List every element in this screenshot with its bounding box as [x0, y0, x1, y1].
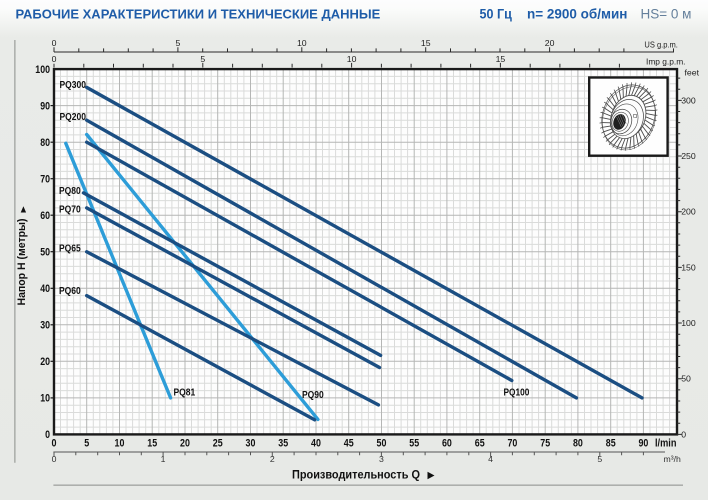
- svg-text:0: 0: [52, 437, 57, 449]
- svg-text:40: 40: [311, 437, 321, 449]
- svg-text:85: 85: [606, 437, 616, 449]
- svg-text:10: 10: [115, 437, 125, 449]
- svg-text:100: 100: [681, 318, 696, 328]
- svg-text:300: 300: [681, 95, 696, 105]
- svg-text:Напор H (метры): Напор H (метры): [16, 218, 28, 305]
- svg-text:150: 150: [681, 262, 696, 272]
- svg-text:25: 25: [213, 437, 223, 449]
- svg-text:50: 50: [40, 247, 50, 259]
- svg-text:feet: feet: [685, 68, 700, 78]
- svg-text:10: 10: [347, 54, 357, 64]
- svg-text:5: 5: [597, 454, 602, 464]
- svg-text:20: 20: [545, 38, 555, 48]
- svg-text:70: 70: [507, 437, 517, 449]
- svg-text:0: 0: [52, 38, 57, 48]
- svg-text:US g.p.m.: US g.p.m.: [644, 39, 678, 49]
- svg-text:0: 0: [681, 429, 686, 439]
- svg-text:5: 5: [175, 38, 180, 48]
- svg-text:PQ200: PQ200: [60, 112, 87, 123]
- svg-text:90: 90: [638, 437, 648, 449]
- svg-text:45: 45: [344, 437, 354, 449]
- svg-text:PQ100: PQ100: [504, 388, 530, 399]
- svg-text:5: 5: [200, 54, 205, 64]
- svg-text:20: 20: [180, 437, 190, 449]
- svg-text:PQ80: PQ80: [59, 186, 81, 197]
- svg-text:n= 2900 об/мин: n= 2900 об/мин: [527, 6, 627, 21]
- svg-text:PQ300: PQ300: [60, 80, 87, 91]
- svg-text:90: 90: [40, 100, 50, 112]
- svg-text:0: 0: [52, 54, 57, 64]
- svg-text:30: 30: [246, 437, 256, 449]
- svg-text:HS= 0 м: HS= 0 м: [641, 6, 692, 21]
- svg-text:35: 35: [278, 437, 288, 449]
- svg-text:70: 70: [40, 174, 50, 186]
- svg-text:55: 55: [409, 437, 419, 449]
- svg-text:3: 3: [379, 454, 384, 464]
- svg-text:PQ60: PQ60: [59, 286, 81, 297]
- svg-text:PQ65: PQ65: [59, 243, 81, 254]
- svg-text:Производительность Q: Производительность Q: [292, 470, 420, 482]
- svg-text:80: 80: [40, 137, 50, 149]
- svg-text:20: 20: [40, 356, 50, 368]
- svg-text:0: 0: [45, 429, 50, 441]
- svg-text:75: 75: [540, 437, 550, 449]
- svg-text:5: 5: [84, 437, 89, 449]
- svg-text:4: 4: [488, 454, 493, 464]
- svg-text:PQ90: PQ90: [302, 390, 324, 401]
- svg-text:50: 50: [681, 374, 691, 384]
- svg-text:50: 50: [377, 437, 387, 449]
- svg-text:РАБОЧИЕ ХАРАКТЕРИСТИКИ И ТЕХНИ: РАБОЧИЕ ХАРАКТЕРИСТИКИ И ТЕХНИЧЕСКИЕ ДАН…: [16, 6, 381, 21]
- svg-text:40: 40: [40, 283, 50, 295]
- svg-text:0: 0: [52, 454, 57, 464]
- svg-text:15: 15: [421, 38, 431, 48]
- svg-text:250: 250: [681, 151, 696, 161]
- svg-text:60: 60: [442, 437, 452, 449]
- svg-text:15: 15: [496, 54, 506, 64]
- svg-text:60: 60: [40, 210, 50, 222]
- svg-text:100: 100: [35, 64, 50, 76]
- svg-text:10: 10: [40, 393, 50, 405]
- svg-text:200: 200: [681, 207, 696, 217]
- svg-text:l/min: l/min: [655, 437, 677, 449]
- svg-text:m³/h: m³/h: [664, 454, 682, 464]
- svg-text:PQ81: PQ81: [174, 387, 196, 398]
- svg-text:30: 30: [40, 320, 50, 332]
- svg-text:15: 15: [147, 437, 157, 449]
- svg-text:1: 1: [161, 454, 166, 464]
- svg-text:PQ70: PQ70: [59, 204, 81, 215]
- svg-text:2: 2: [270, 454, 275, 464]
- svg-text:50 Гц: 50 Гц: [480, 6, 513, 21]
- svg-text:Imp g.p.m.: Imp g.p.m.: [646, 56, 686, 66]
- svg-text:65: 65: [475, 437, 485, 449]
- svg-text:80: 80: [573, 437, 583, 449]
- svg-text:10: 10: [297, 38, 307, 48]
